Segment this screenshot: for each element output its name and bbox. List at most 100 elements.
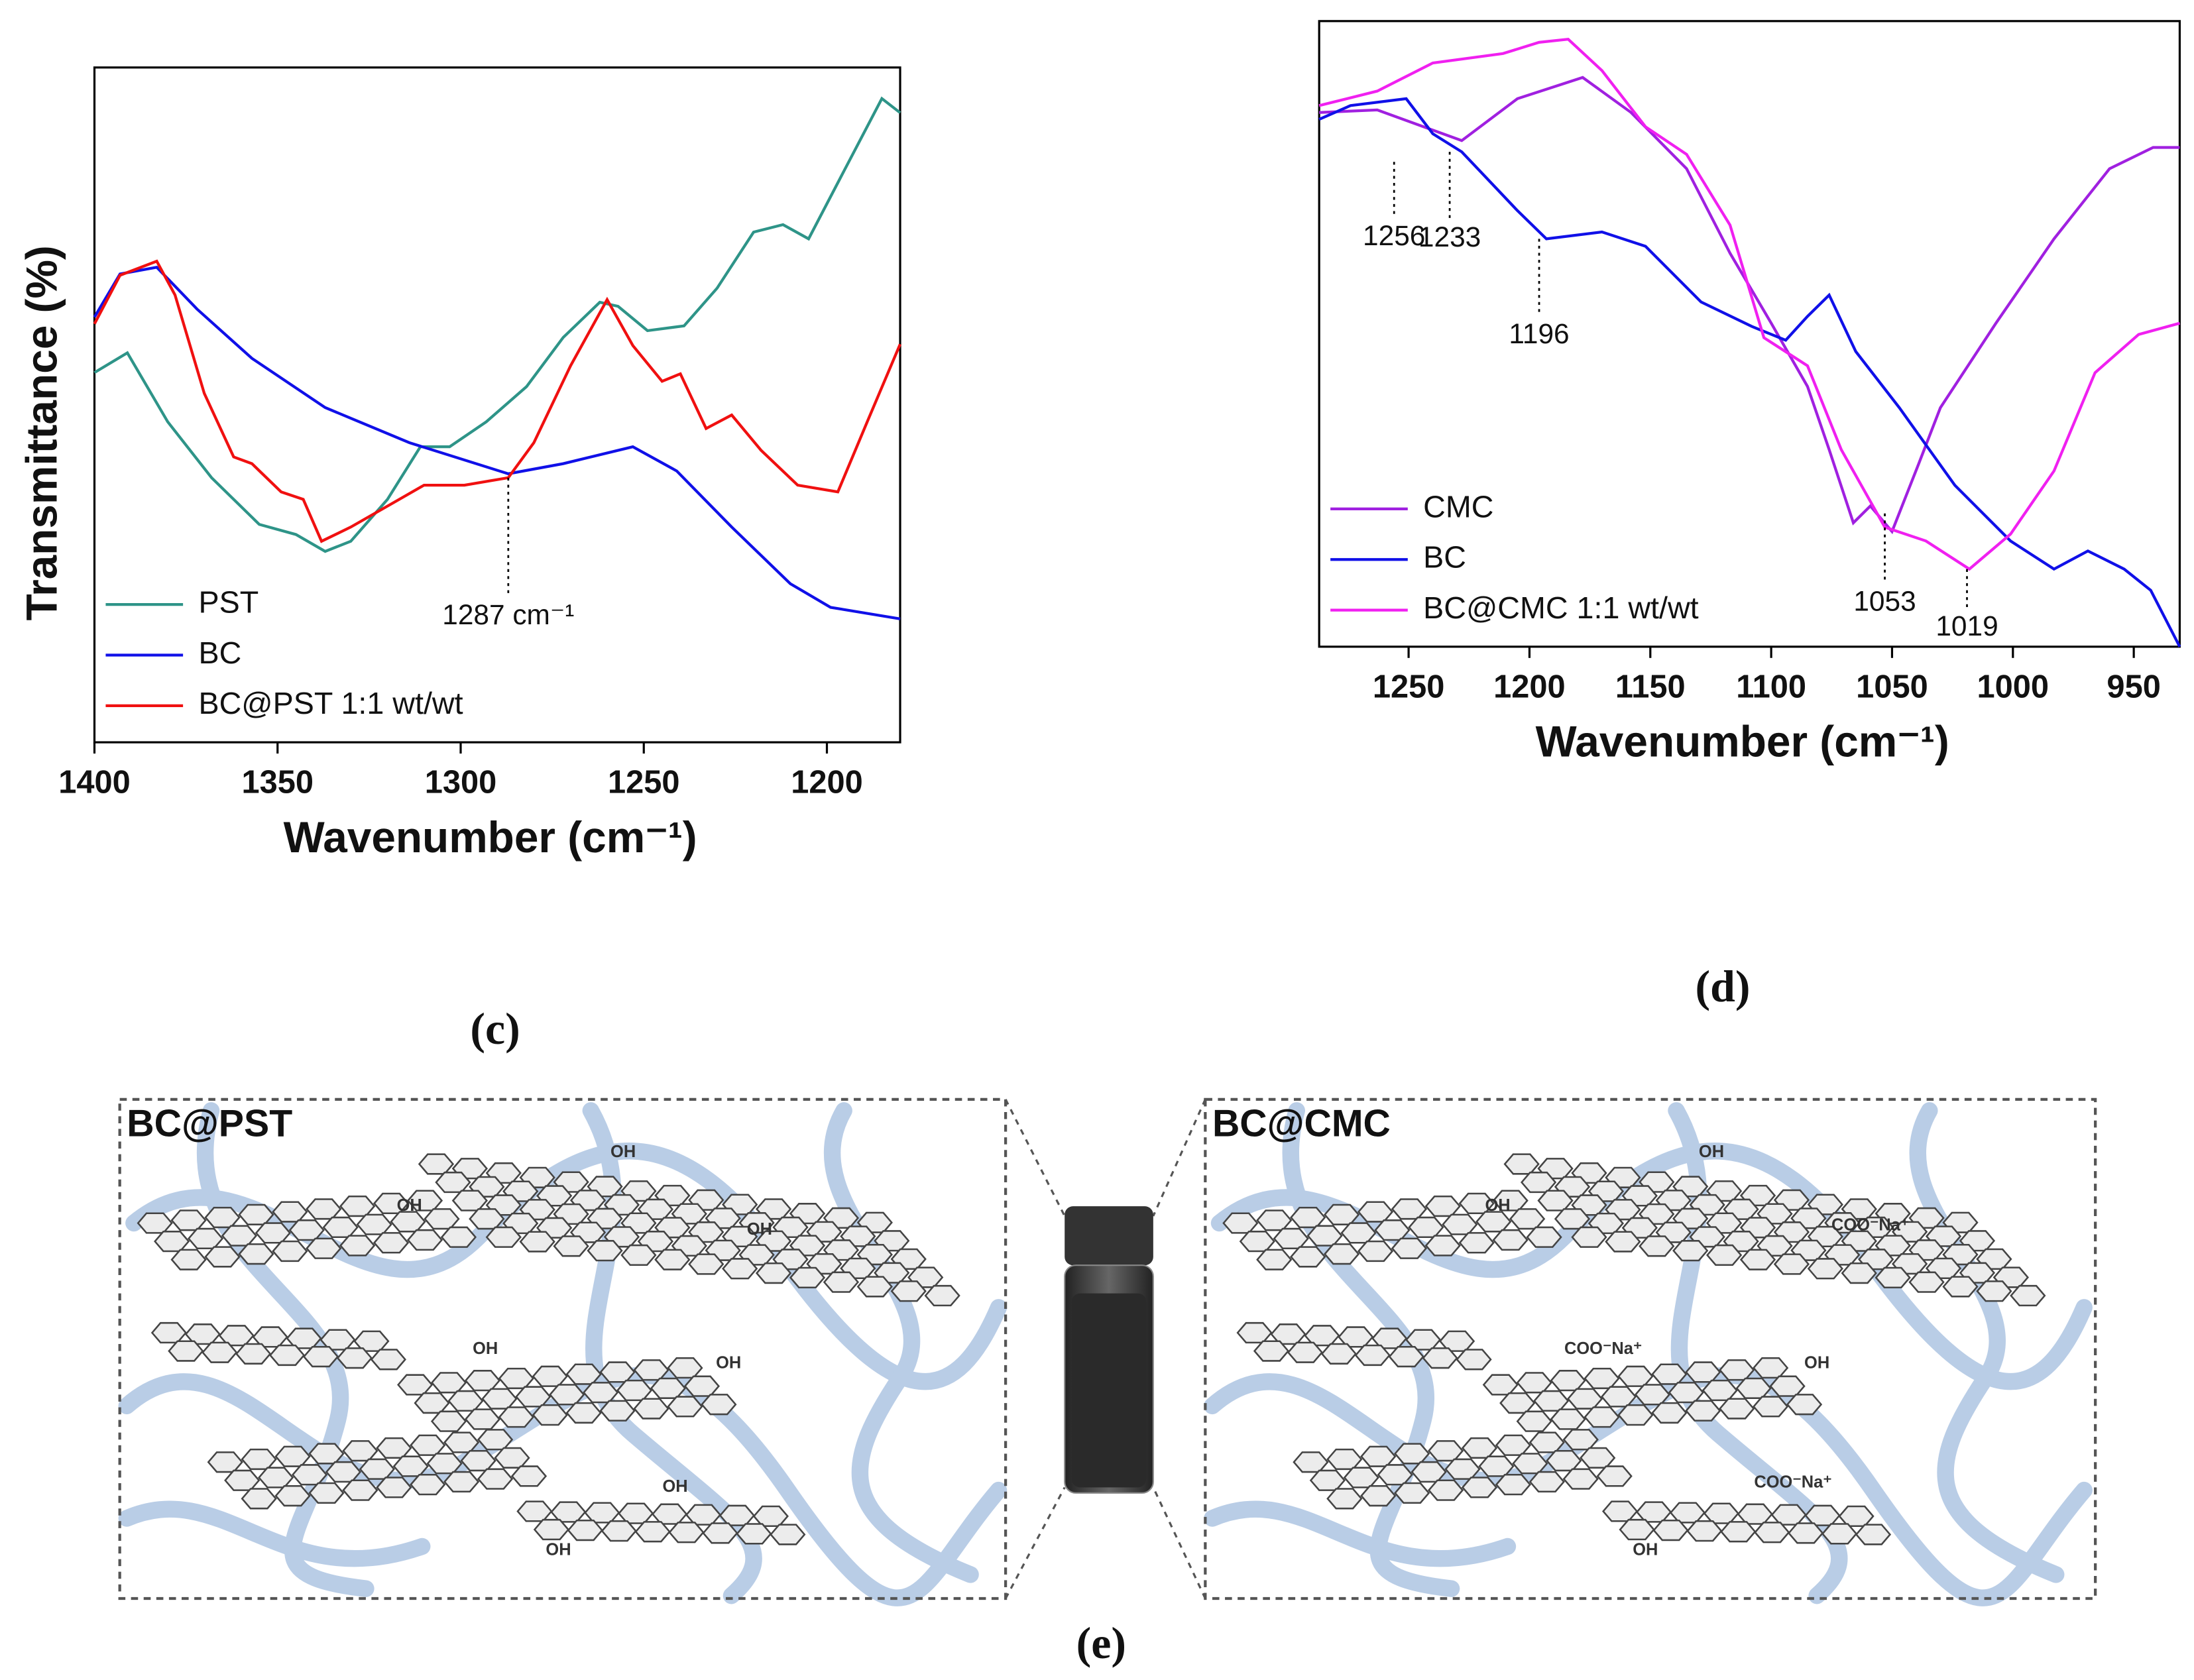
series-line xyxy=(1318,97,2181,647)
series-line xyxy=(93,265,901,620)
annotation: 1256 xyxy=(1363,220,1425,251)
series-line xyxy=(1318,37,2180,571)
hexagon xyxy=(424,1208,460,1230)
hexagon xyxy=(1394,1482,1430,1504)
hexagon xyxy=(1478,1455,1515,1477)
x-axis-title: Wavenumber (cm⁻¹) xyxy=(284,812,697,862)
hexagon xyxy=(1222,1212,1259,1234)
annotation: 1287 cm⁻¹ xyxy=(442,599,574,630)
hexagon xyxy=(373,1192,410,1214)
hexagon xyxy=(1526,1226,1562,1248)
legend-label: CMC xyxy=(1423,489,1493,524)
annotation: 1233 xyxy=(1418,221,1481,252)
hexagon xyxy=(406,1190,443,1211)
hexagon xyxy=(1617,1404,1654,1426)
x-tick-label: 1000 xyxy=(1977,669,2050,704)
hexagon xyxy=(668,1522,705,1543)
hexagon xyxy=(137,1212,173,1234)
panel-frame xyxy=(118,1097,1008,1600)
hexagon xyxy=(485,1226,522,1248)
hexagon xyxy=(1651,1402,1688,1424)
panel-label: (d) xyxy=(1696,962,1751,1011)
hexagon xyxy=(823,1271,860,1293)
hexagon xyxy=(1290,1246,1326,1268)
hexagon xyxy=(1719,1359,1755,1381)
hexagon xyxy=(204,1206,241,1229)
hexagon xyxy=(1908,1271,1945,1293)
hexagon xyxy=(170,1249,207,1270)
hexagon xyxy=(430,1372,467,1394)
hexagon xyxy=(498,1367,535,1390)
hexagon xyxy=(288,1219,325,1241)
hexagon xyxy=(1602,1500,1639,1522)
panel-title: BC@CMC xyxy=(1212,1102,1391,1145)
hexagon xyxy=(1239,1231,1275,1253)
hexagon xyxy=(1326,1448,1363,1471)
hexagon xyxy=(1735,1377,1772,1399)
vial xyxy=(1064,1206,1154,1494)
panel-frame xyxy=(1204,1097,2097,1600)
hexagon xyxy=(1739,1249,1776,1270)
hexagon xyxy=(1236,1321,1273,1344)
hexagon xyxy=(1427,1440,1464,1462)
scheme: BC@PST BC@CMC (e) xyxy=(118,1097,2097,1668)
hexagon xyxy=(392,1455,429,1477)
hexagon xyxy=(481,1388,518,1410)
hexagon xyxy=(1424,1235,1461,1257)
plot-frame xyxy=(93,66,901,744)
hexagon xyxy=(370,1349,406,1371)
hexagon xyxy=(308,1482,345,1504)
panel-title: BC@PST xyxy=(127,1102,292,1145)
x-tick-label: 1350 xyxy=(241,765,314,801)
hexagon xyxy=(447,1390,484,1412)
hexagon xyxy=(272,1240,308,1262)
hexagon xyxy=(1788,1522,1824,1544)
hexagon xyxy=(1357,1201,1394,1223)
x-tick-label: 1200 xyxy=(1493,669,1566,704)
hexagon xyxy=(1357,1240,1394,1262)
hexagon xyxy=(1719,1398,1755,1420)
panel-label: (e) xyxy=(1076,1618,1126,1668)
group-label: OH xyxy=(716,1353,741,1372)
legend-label: BC xyxy=(1423,540,1466,575)
group-label: OH xyxy=(1804,1353,1829,1372)
hexagon xyxy=(1495,1474,1532,1496)
hexagon xyxy=(1639,1235,1675,1257)
hexagon xyxy=(204,1246,241,1268)
hexagon xyxy=(1458,1232,1495,1254)
hexagon xyxy=(477,1468,514,1490)
hexagon xyxy=(397,1374,433,1396)
hexagon xyxy=(1456,1349,1492,1371)
hexagon xyxy=(268,1344,306,1367)
hexagon xyxy=(722,1258,758,1280)
hexagon xyxy=(1584,1406,1620,1428)
hexagon xyxy=(1320,1343,1357,1365)
hexagon xyxy=(616,1379,653,1402)
hexagon xyxy=(1391,1237,1428,1259)
hexagon xyxy=(1408,1216,1444,1239)
hexagon xyxy=(702,1522,738,1544)
hexagon xyxy=(342,1479,378,1501)
hexagon xyxy=(477,1429,514,1451)
x-tick-label: 1400 xyxy=(58,765,131,801)
hexagon xyxy=(1554,1208,1591,1230)
hexagon xyxy=(1533,1390,1570,1412)
hexagon xyxy=(2010,1284,2046,1307)
hexagon xyxy=(1529,1471,1565,1493)
hexagon xyxy=(1360,1484,1397,1507)
hexagon xyxy=(336,1347,373,1369)
hexagon xyxy=(1427,1479,1464,1501)
hexagon xyxy=(633,1359,669,1381)
hexagon xyxy=(565,1402,602,1424)
hexagon xyxy=(1773,1253,1810,1275)
hexagon xyxy=(683,1375,721,1397)
hexagon xyxy=(1509,1208,1546,1230)
fiber xyxy=(118,1500,431,1567)
group-label: COO⁻Na⁺ xyxy=(1754,1473,1831,1492)
hexagon xyxy=(565,1363,602,1385)
hexagon xyxy=(306,1237,342,1259)
hexagon xyxy=(1503,1153,1540,1175)
hexagon xyxy=(1584,1367,1620,1390)
hexagon xyxy=(274,1484,311,1507)
hexagon xyxy=(1786,1394,1823,1416)
